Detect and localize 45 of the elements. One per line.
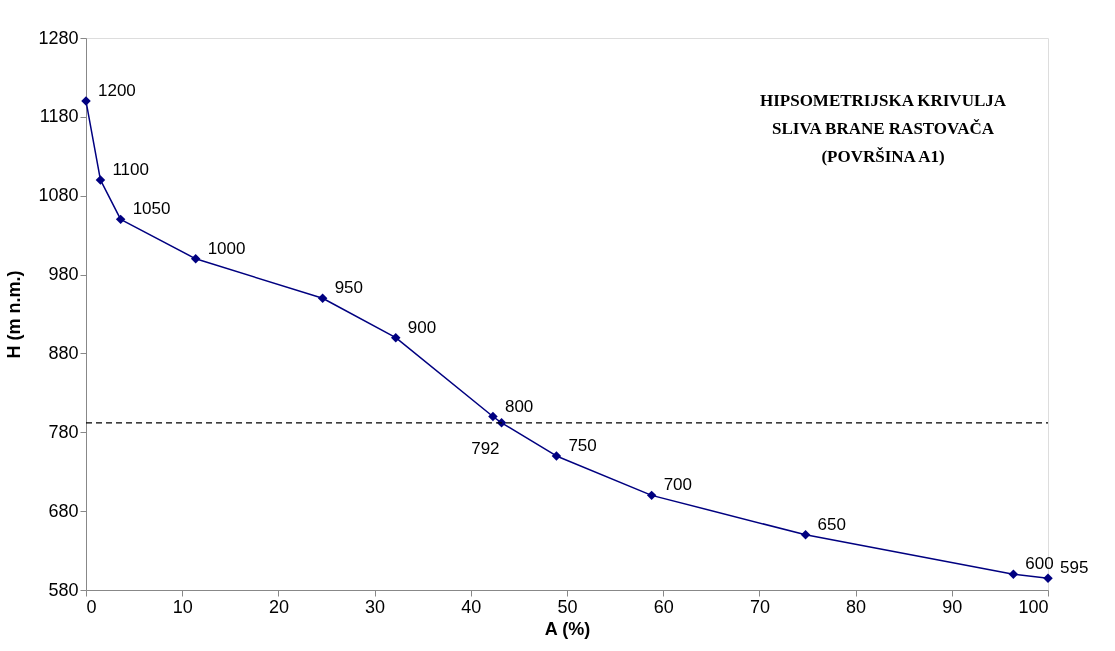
data-label: 1200 (98, 81, 136, 101)
point (1008, 569, 1019, 579)
data-label: 595 (1060, 558, 1089, 578)
text: HIPSOMETRIJSKA KRIVULJA SLIVA BRANE RASTOVAČA (POVRŠINA A1) (759, 91, 1007, 166)
point (115, 214, 126, 225)
x-tick-label: 70 (749, 596, 770, 617)
x-tick-label: 0 (86, 596, 97, 617)
data-label: 950 (334, 278, 364, 298)
point (190, 254, 201, 264)
point (317, 293, 328, 303)
data-label: 900 (407, 317, 437, 337)
point (800, 530, 811, 540)
x-tick-label: 90 (942, 596, 963, 617)
data-label: 600 (1025, 554, 1054, 574)
x-tick-label: 10 (172, 596, 193, 617)
x-tick-label: 50 (557, 596, 578, 617)
y-tick-label: 980 (48, 264, 79, 285)
x-tick-label: 40 (461, 596, 482, 617)
y-tick-label: 880 (48, 342, 79, 363)
x-tick-label: 20 (268, 596, 289, 617)
y-tick-label: 1080 (38, 185, 79, 206)
x-tick-label: 80 (846, 596, 867, 617)
data-label: 1100 (112, 159, 149, 179)
data-label: 792 (471, 438, 500, 458)
x-tick-label: 60 (653, 596, 674, 617)
y-tick-label: 1280 (38, 27, 79, 48)
y-tick-label: 1180 (39, 106, 79, 127)
data-label: 700 (663, 475, 693, 495)
x-axis-title: A (%) (544, 618, 591, 639)
point (95, 175, 106, 185)
y-tick-label: 580 (48, 579, 79, 600)
data-label: 800 (504, 396, 534, 416)
y-axis-title: H (m n.m.) (4, 270, 25, 359)
data-label: 1000 (207, 238, 246, 258)
point (488, 411, 498, 422)
data-label: 650 (817, 514, 846, 534)
x-tick-label: 100 (1018, 596, 1049, 617)
y-tick-label: 780 (48, 421, 79, 442)
point (646, 490, 657, 501)
point (551, 451, 562, 461)
y-tick-label: 680 (48, 500, 79, 521)
data-label: 750 (568, 435, 597, 455)
x-tick-label: 30 (365, 596, 386, 617)
data-label: 1050 (132, 199, 171, 219)
point (391, 332, 401, 343)
